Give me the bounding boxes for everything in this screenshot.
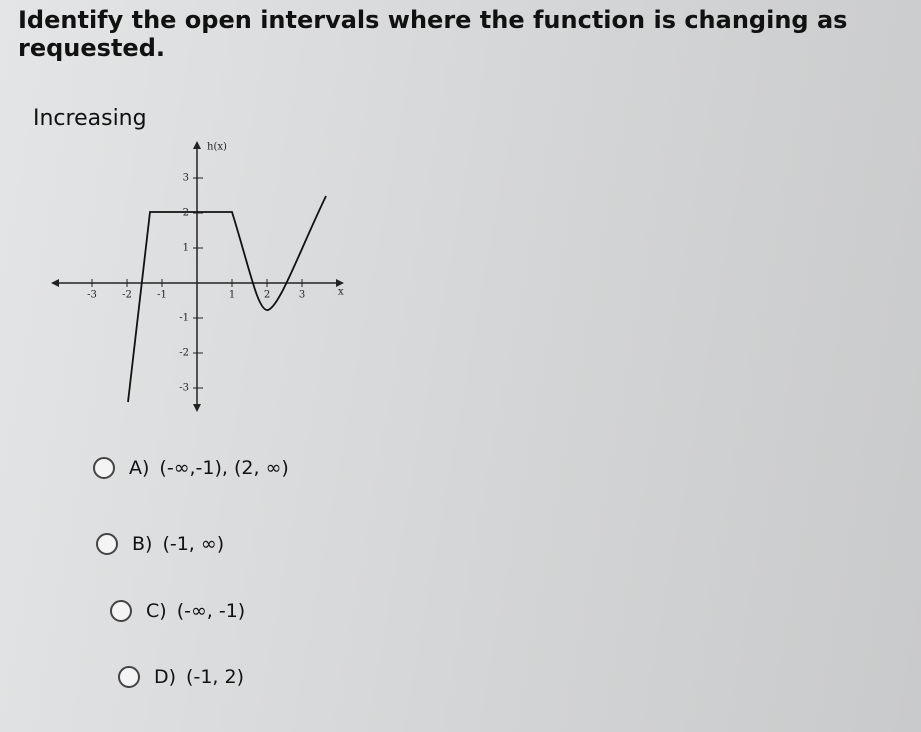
y-tick-label: -1: [179, 313, 189, 324]
option-text: (-∞, -1): [176, 600, 246, 622]
option-text: (-1, 2): [186, 666, 244, 688]
option-letter: B): [132, 533, 153, 555]
y-tick-label: -3: [179, 383, 189, 394]
option-letter: C): [146, 600, 167, 622]
x-tick-label: -2: [122, 290, 132, 301]
y-tick-label: 1: [183, 243, 189, 254]
y-arrow-down: [193, 404, 201, 412]
option[interactable]: A) (-∞,-1), (2, ∞): [93, 457, 289, 479]
option[interactable]: D) (-1, 2): [118, 666, 244, 688]
y-arrow: [193, 141, 201, 149]
option[interactable]: B) (-1, ∞): [96, 533, 224, 555]
y-tick-label: -2: [179, 348, 189, 359]
question: Identify the open intervals where the fu…: [18, 6, 848, 62]
x-arrow-left: [51, 279, 59, 287]
y-tick-label: 3: [183, 173, 189, 184]
x-tick-label: 2: [264, 290, 270, 301]
option-text: (-1, ∞): [162, 533, 225, 555]
x-tick-label: 3: [299, 290, 305, 301]
x-arrow: [336, 279, 344, 287]
option-text: (-∞,-1), (2, ∞): [159, 457, 289, 479]
radio[interactable]: [93, 457, 115, 479]
prompt: Increasing: [33, 106, 147, 131]
option-letter: D): [154, 666, 177, 688]
x-tick-label: 1: [229, 290, 235, 301]
y-axis-label: h(x): [207, 142, 227, 153]
radio[interactable]: [96, 533, 118, 555]
curve: [127, 195, 327, 403]
option[interactable]: C) (-∞, -1): [110, 600, 245, 622]
x-axis-label: x: [338, 287, 344, 298]
radio[interactable]: [118, 666, 140, 688]
x-tick-label: -3: [87, 290, 97, 301]
y-tick-label: 2: [183, 208, 189, 219]
radio[interactable]: [110, 600, 132, 622]
x-tick-label: -1: [157, 290, 167, 301]
option-letter: A): [129, 457, 150, 479]
